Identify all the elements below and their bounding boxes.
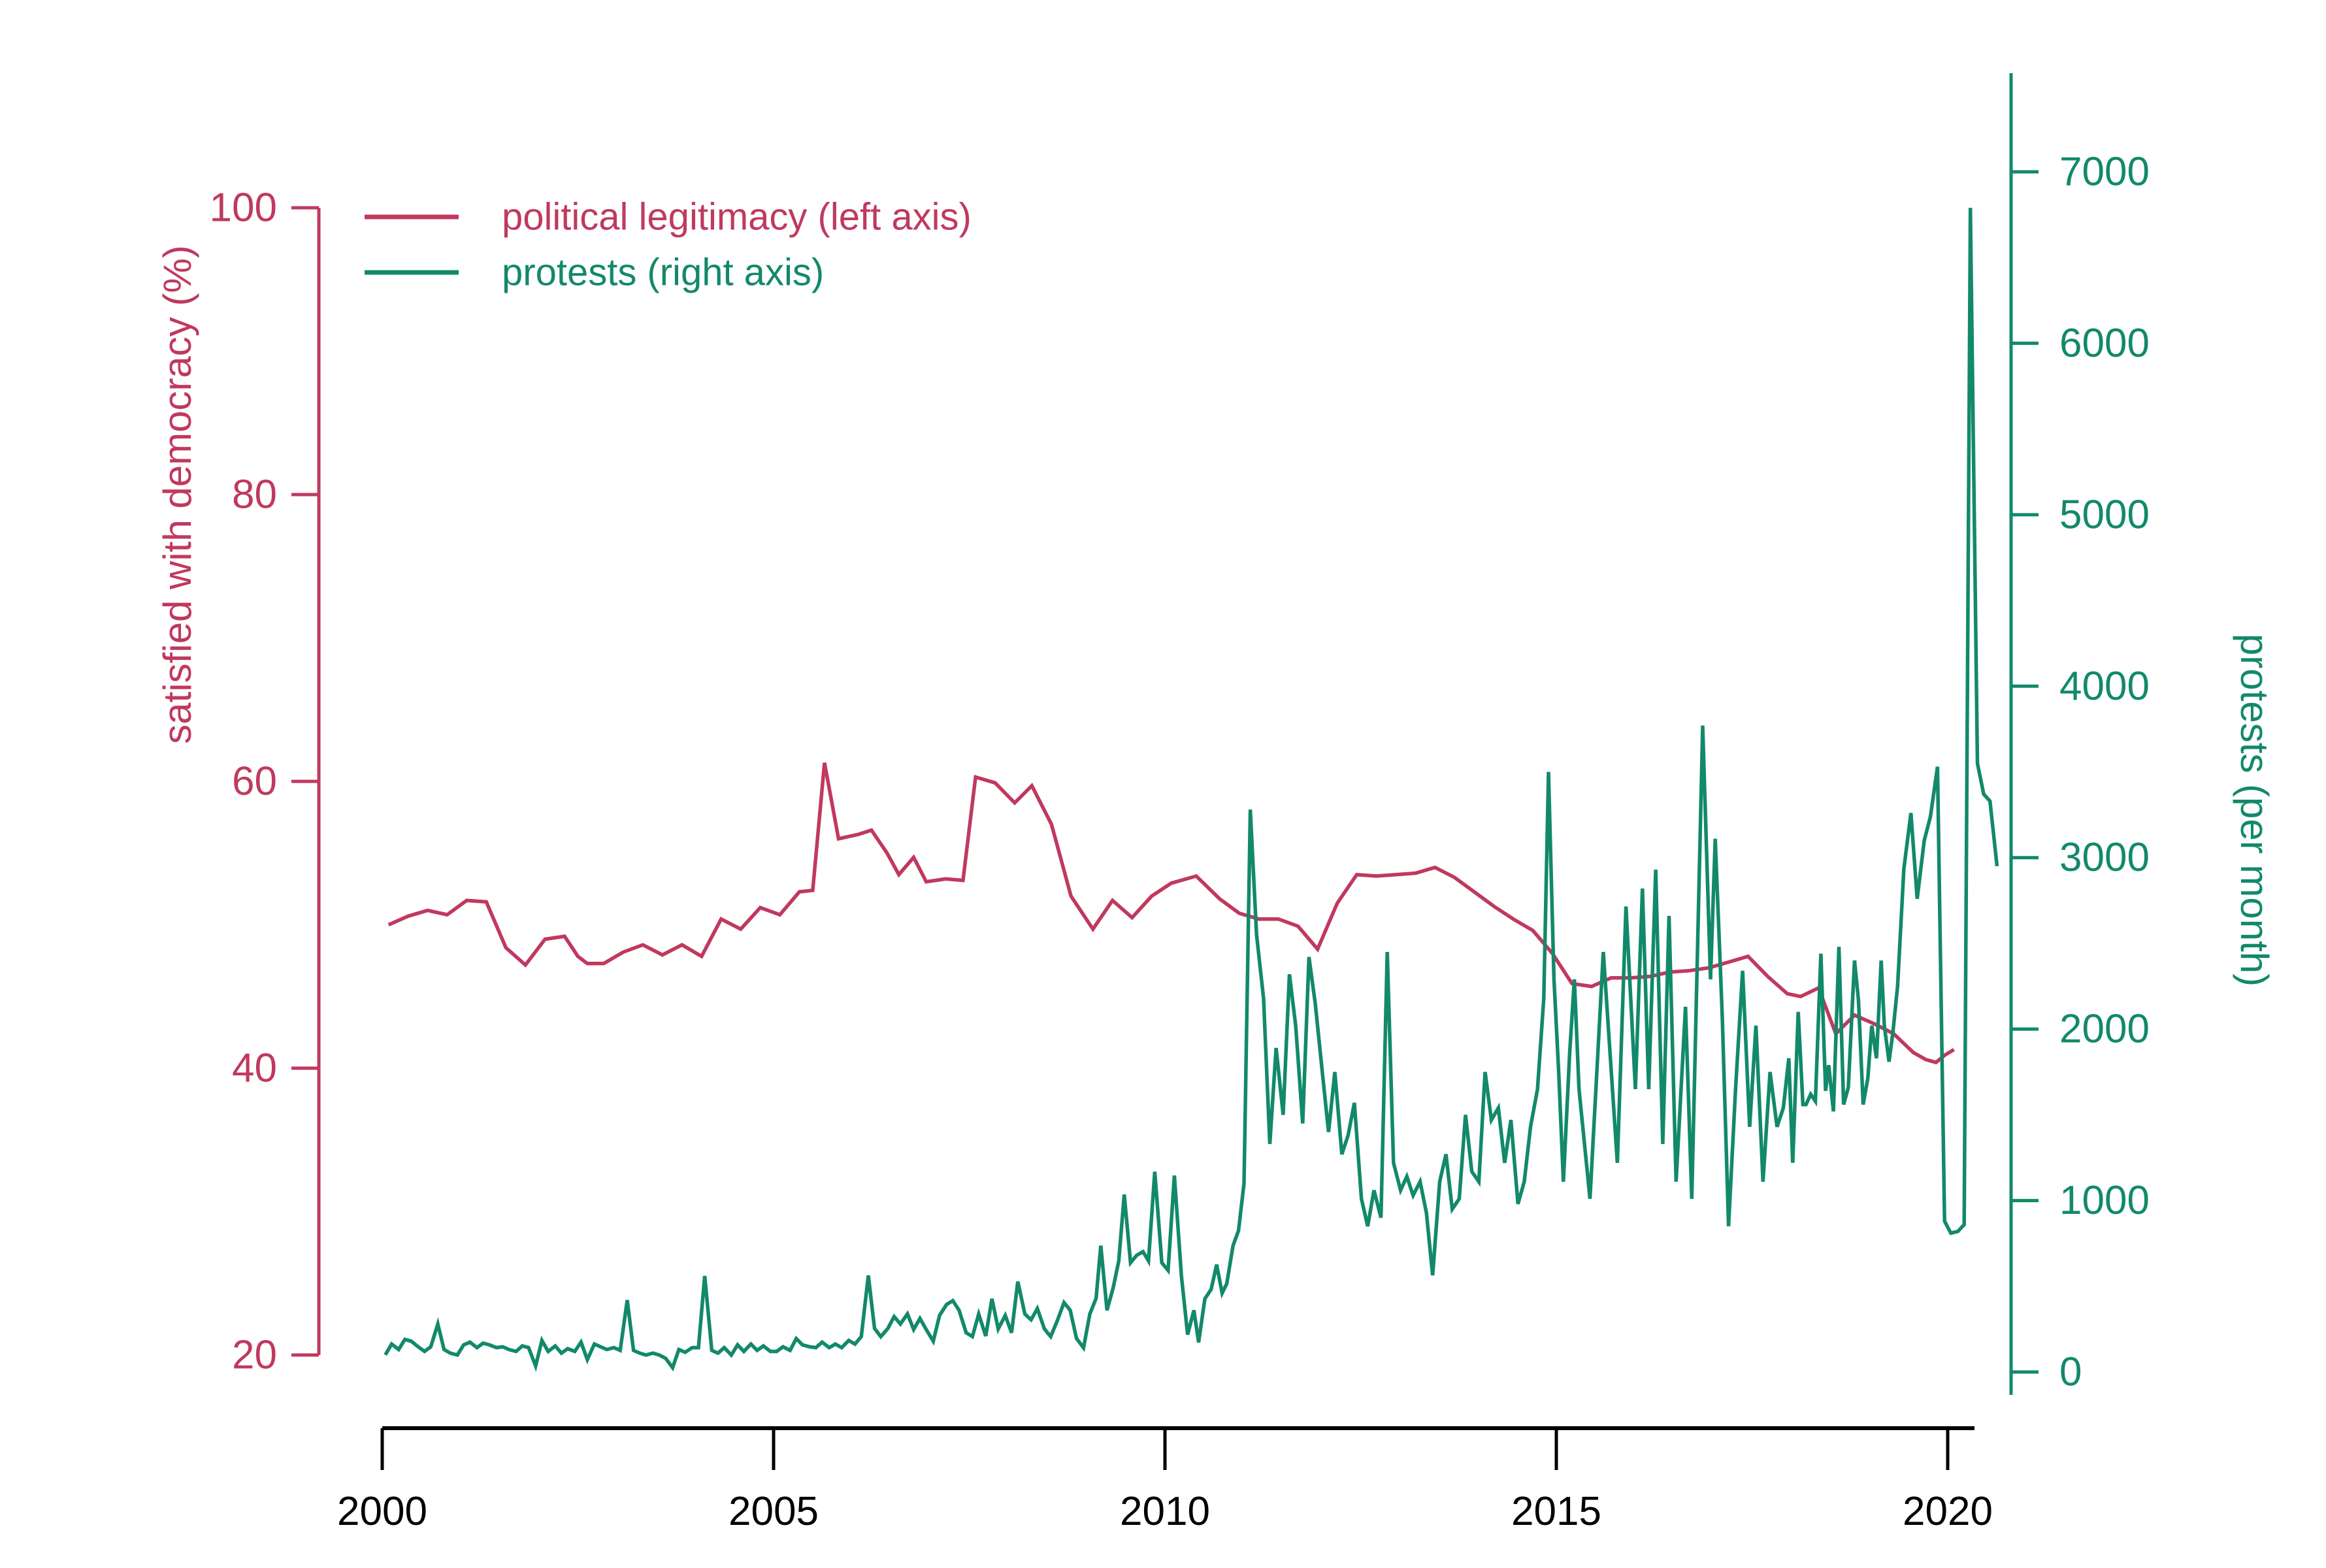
left-axis-tick-label: 40 (232, 1046, 277, 1091)
right-axis-tick-label: 5000 (2059, 492, 2150, 537)
x-axis-tick-label: 2015 (1511, 1489, 1601, 1534)
right-axis-tick-label: 3000 (2059, 835, 2150, 880)
protests-line (384, 208, 1999, 1372)
left-axis-title: satisfied with democracy (%) (156, 245, 199, 744)
left-axis-tick-label: 60 (232, 759, 277, 804)
x-axis-tick-label: 2005 (729, 1489, 819, 1534)
right-axis-tick-label: 4000 (2059, 664, 2150, 709)
right-axis: 0 1000 2000 3000 4000 5000 6000 7000 (2009, 73, 2150, 1395)
left-axis-tick-label: 80 (232, 472, 277, 517)
series-layer (384, 208, 1999, 1372)
left-axis: 20 40 60 80 100 (210, 186, 321, 1378)
right-axis-tick-label: 1000 (2059, 1178, 2150, 1223)
legitimacy-line (387, 762, 1956, 1065)
x-axis-tick-label: 2020 (1903, 1489, 1993, 1534)
x-axis: 2000 2005 2010 2015 2020 (337, 1426, 1993, 1534)
legend: political legitimacy (left axis) protest… (365, 196, 972, 294)
right-axis-tick-label: 6000 (2059, 321, 2150, 366)
right-axis-title: protests (per month) (2233, 634, 2276, 987)
legend-label-protests: protests (right axis) (502, 252, 824, 294)
right-axis-tick-label: 0 (2059, 1350, 2082, 1395)
legend-label-legitimacy: political legitimacy (left axis) (502, 196, 972, 238)
x-axis-tick-label: 2000 (337, 1489, 427, 1534)
right-axis-tick-label: 7000 (2059, 150, 2150, 195)
x-axis-tick-label: 2010 (1120, 1489, 1210, 1534)
left-axis-tick-label: 20 (232, 1333, 277, 1378)
right-axis-tick-label: 2000 (2059, 1007, 2150, 1052)
left-axis-tick-label: 100 (210, 186, 277, 231)
